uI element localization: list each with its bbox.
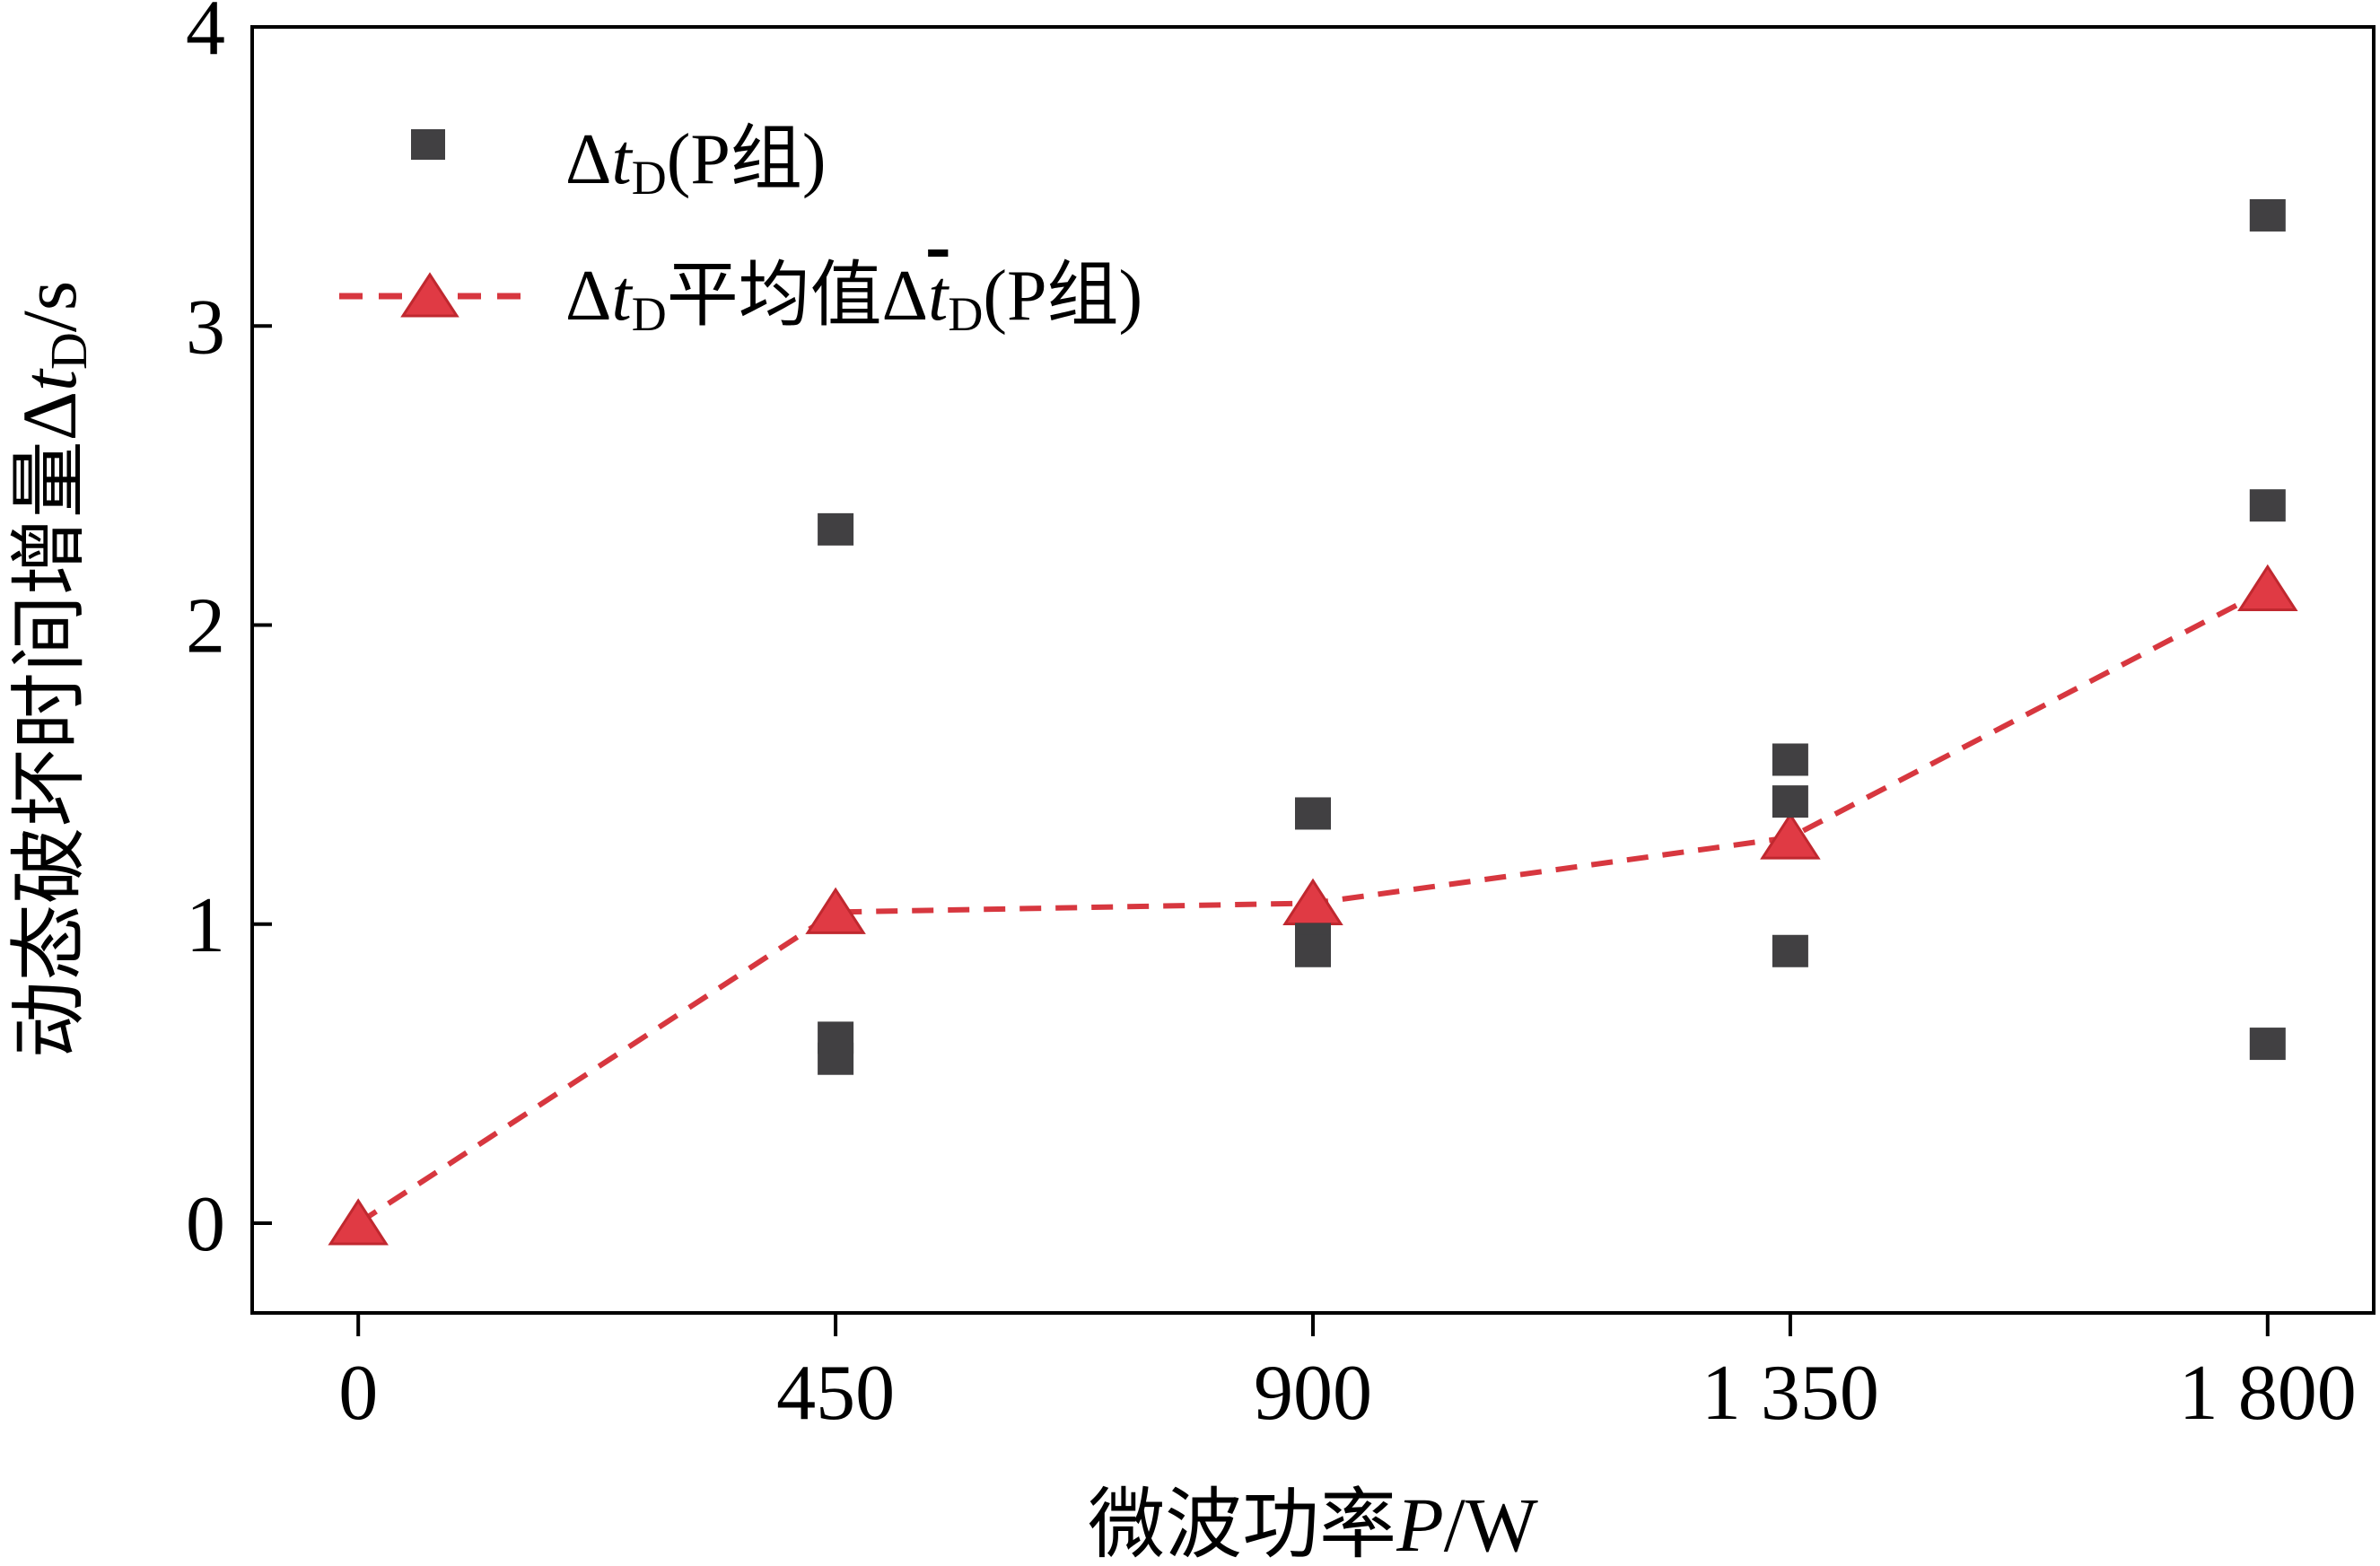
y-tick-label: 2 — [186, 583, 225, 670]
y-tick-label: 0 — [186, 1181, 225, 1268]
scatter-point — [1295, 797, 1331, 830]
legend-mean-pre: Δ — [565, 257, 611, 336]
legend-label-scatter: ΔtD(P组) — [565, 120, 826, 205]
mean-point — [2237, 564, 2298, 612]
scatter-point — [818, 512, 854, 546]
plot-frame — [250, 25, 2376, 1315]
x-tick-label: 1 350 — [1702, 1350, 1879, 1437]
scatter-point — [1772, 934, 1808, 967]
mean-point — [1760, 812, 1821, 860]
x-axis-label-main: 微波功率 — [1088, 1482, 1396, 1566]
legend: ΔtD(P组) ΔtD平均值ΔtD(P组) — [339, 120, 1142, 341]
x-axis-label: 微波功率P/W — [1088, 1482, 1538, 1566]
y-tick-label: 4 — [186, 0, 225, 72]
x-tick-label: 900 — [1254, 1350, 1372, 1437]
legend-mean-post: (P组) — [983, 257, 1142, 336]
legend-mean-sub: D — [632, 287, 667, 341]
x-axis-ticks: 0 450 900 1 350 1 800 — [338, 1313, 2357, 1437]
y-axis-label-unit: /s — [6, 281, 92, 332]
legend-square-marker — [411, 129, 445, 160]
mean-line-series — [328, 564, 2298, 1246]
y-axis-label-main: 动态破坏时间增量Δ — [6, 391, 92, 1058]
y-axis-label-sub: D — [39, 332, 98, 370]
y-tick-label: 1 — [186, 882, 225, 969]
legend-mean-var: t — [611, 257, 633, 336]
x-tick-label: 1 800 — [2179, 1350, 2357, 1437]
scatter-point — [1295, 934, 1331, 967]
scatter-series — [818, 198, 2286, 1075]
x-tick-label: 450 — [776, 1350, 895, 1437]
legend-scatter-pre: Δ — [565, 120, 611, 199]
y-tick-label: 3 — [186, 284, 225, 371]
x-axis-label-unit: /W — [1444, 1482, 1538, 1566]
x-tick-label: 0 — [338, 1350, 378, 1437]
y-axis-label: 动态破坏时间增量ΔtD/s — [6, 281, 98, 1058]
y-axis-ticks: 0 1 2 3 4 — [186, 0, 272, 1268]
scatter-point — [2249, 489, 2286, 522]
mean-point — [328, 1198, 389, 1246]
mean-point — [805, 887, 866, 934]
scatter-point — [2249, 198, 2286, 232]
mean-point — [1282, 878, 1343, 925]
legend-mean-sub2: D — [948, 287, 983, 341]
scatter-point — [1772, 785, 1808, 818]
scatter-point — [2249, 1028, 2286, 1061]
legend-scatter-sub: D — [632, 151, 667, 205]
scatter-point — [1772, 743, 1808, 776]
y-axis-label-var: t — [6, 368, 92, 391]
legend-mean-mid: 平均值Δ — [667, 257, 928, 336]
legend-label-mean: ΔtD平均值ΔtD(P组) — [565, 257, 1142, 341]
legend-mean-var2: t — [928, 257, 949, 336]
x-axis-label-var: P — [1396, 1482, 1444, 1566]
legend-triangle-marker — [400, 272, 459, 318]
scatter-point — [818, 1042, 854, 1075]
legend-scatter-var: t — [611, 120, 633, 199]
legend-scatter-post: (P组) — [667, 120, 827, 199]
